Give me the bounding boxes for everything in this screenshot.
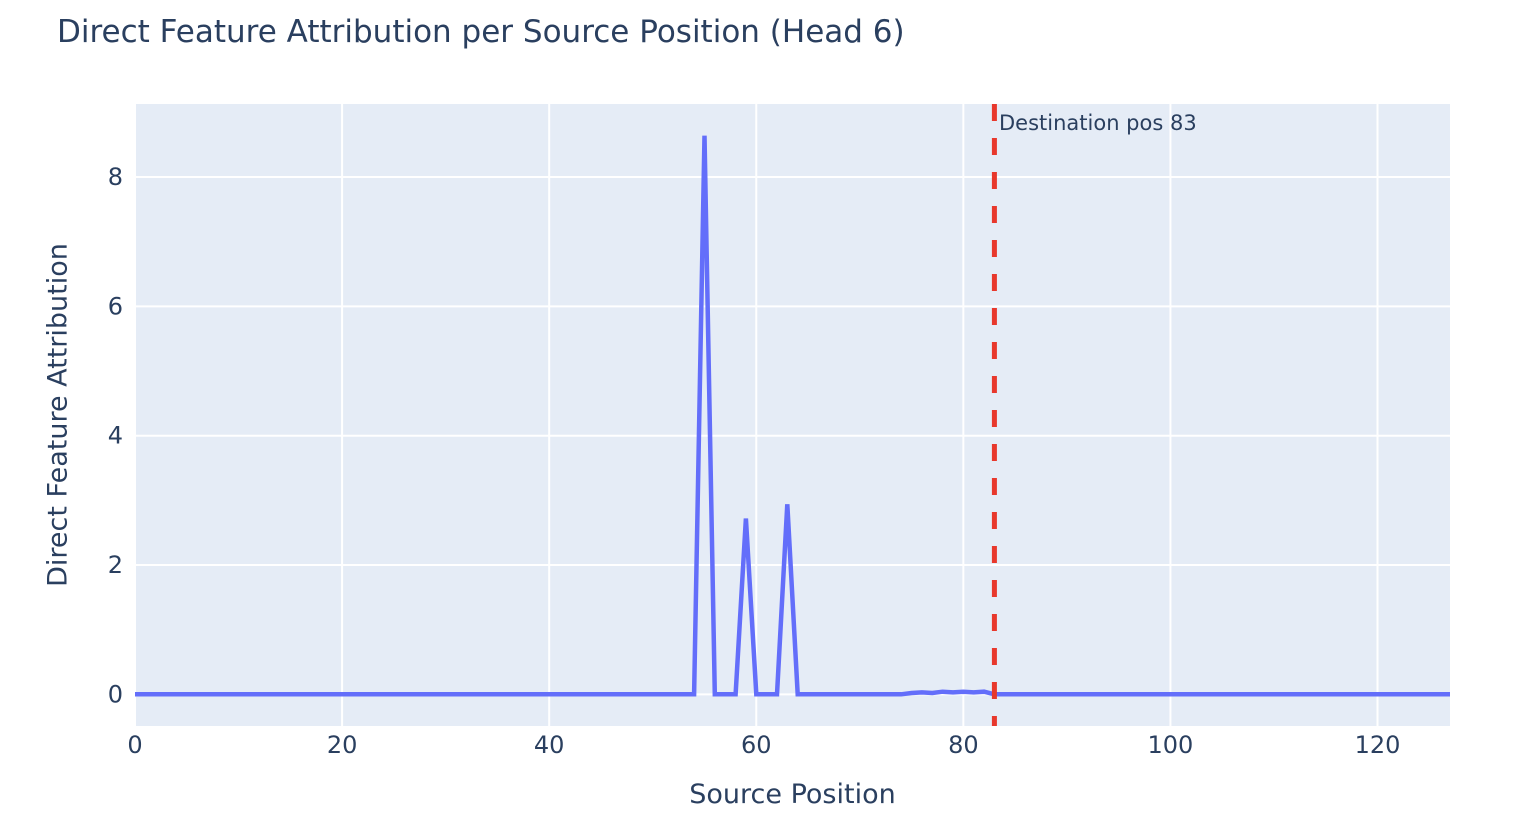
x-tick-label: 60 bbox=[741, 731, 772, 759]
x-tick-label: 20 bbox=[327, 731, 358, 759]
y-tick-label: 8 bbox=[108, 163, 123, 191]
y-axis-title: Direct Feature Attribution bbox=[42, 243, 74, 587]
x-tick-label: 100 bbox=[1148, 731, 1194, 759]
destination-annotation: Destination pos 83 bbox=[999, 111, 1197, 135]
y-tick-label: 6 bbox=[108, 292, 123, 320]
x-tick-label: 80 bbox=[948, 731, 979, 759]
y-tick-label: 4 bbox=[108, 422, 123, 450]
x-tick-label: 120 bbox=[1355, 731, 1401, 759]
attribution-trace bbox=[135, 135, 1450, 697]
x-tick-label: 40 bbox=[534, 731, 565, 759]
chart-title: Direct Feature Attribution per Source Po… bbox=[57, 14, 905, 50]
x-axis-title: Source Position bbox=[689, 779, 896, 810]
y-tick-label: 2 bbox=[108, 551, 123, 579]
x-tick-label: 0 bbox=[127, 731, 142, 759]
y-tick-label: 0 bbox=[108, 680, 123, 708]
